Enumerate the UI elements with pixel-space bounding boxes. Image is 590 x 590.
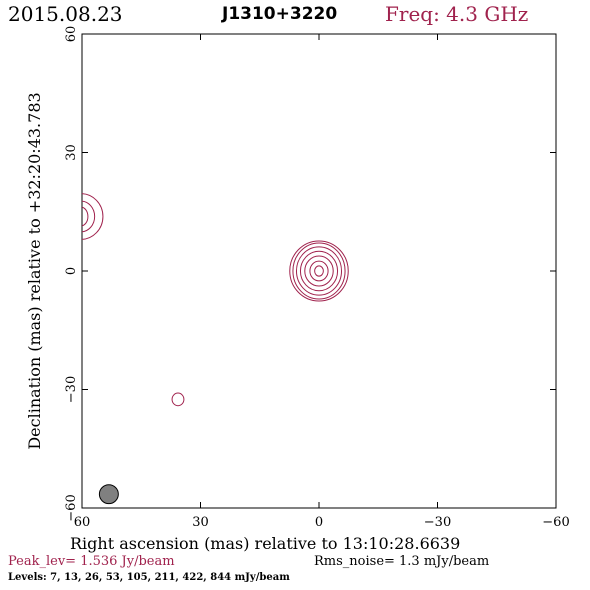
source-name: J1310+3220	[222, 4, 338, 24]
contour-lines	[82, 193, 349, 407]
contour-ring	[289, 240, 349, 302]
y-tick-label: −60	[64, 494, 79, 521]
y-tick-label: 0	[64, 267, 79, 275]
beam-group	[98, 484, 119, 505]
y-tick-labels: −60 −30 0 30 60	[64, 26, 79, 522]
y-axis-label: Declination (mas) relative to +32:20:43.…	[25, 92, 44, 449]
axis-ticks	[81, 33, 557, 509]
x-tick-labels: 60 30 0 −30 −60	[74, 515, 570, 530]
rms-noise: Rms_noise= 1.3 mJy/beam	[314, 554, 490, 569]
contour-ring	[314, 265, 324, 277]
x-tick-label: −30	[424, 515, 451, 530]
contour-ring	[295, 246, 343, 296]
contour-ring	[292, 242, 346, 300]
contour-ring	[304, 255, 334, 287]
contour-ring	[82, 200, 96, 233]
y-tick-label: 30	[64, 144, 79, 161]
contour-ring	[82, 206, 89, 227]
y-tick-label: −30	[64, 376, 79, 403]
beam-ellipse	[98, 484, 119, 505]
contour-ring	[309, 260, 329, 282]
x-axis-label: Right ascension (mas) relative to 13:10:…	[70, 534, 461, 553]
y-tick-label: 60	[64, 26, 79, 43]
x-tick-label: −60	[542, 515, 569, 530]
contour-ring	[171, 392, 185, 407]
x-tick-label: 30	[192, 515, 209, 530]
contour-ring	[299, 250, 339, 292]
contour-levels: Levels: 7, 13, 26, 53, 105, 211, 422, 84…	[8, 572, 290, 583]
x-tick-label: 60	[74, 515, 91, 530]
x-tick-label: 0	[315, 515, 323, 530]
plot-frame	[81, 33, 557, 509]
frequency-label: Freq: 4.3 GHz	[385, 2, 529, 26]
contour-ring	[82, 193, 104, 240]
observation-date: 2015.08.23	[8, 2, 123, 26]
peak-level: Peak_lev= 1.536 Jy/beam	[8, 554, 175, 569]
